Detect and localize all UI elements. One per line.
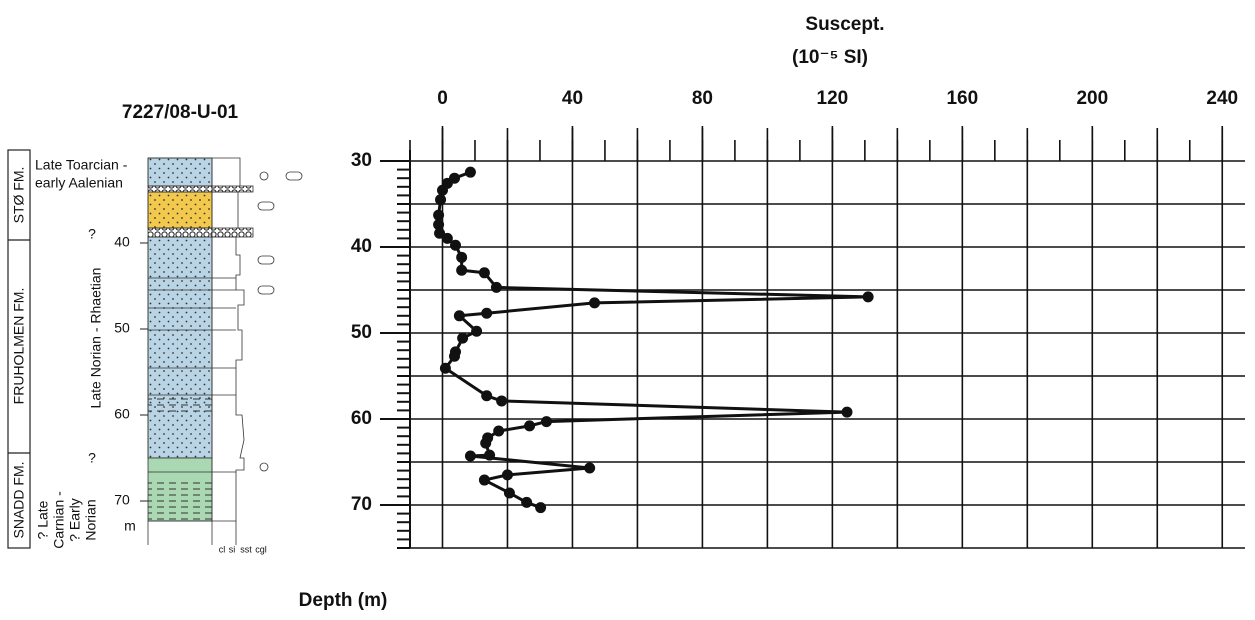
data-point [439,362,451,374]
x-tick-label: 240 [1206,88,1238,109]
data-point [433,209,445,221]
query: ? [88,450,96,466]
data-point [435,194,447,206]
formation-label: STØ FM. [11,167,27,224]
age-label: Late Toarcian - [35,157,128,173]
data-point [496,395,508,407]
x-tick-label: 160 [946,88,978,109]
log-depth-label: 60 [114,406,130,422]
data-point [478,267,490,279]
data-point [535,502,547,514]
data-point [436,184,448,196]
grain-size: cl [219,544,226,554]
data-point [481,390,493,402]
y-tick-label: 40 [351,236,372,257]
y-tick-label: 30 [351,150,372,171]
x-tick-label: 0 [437,88,448,109]
chart-subtitle: (10⁻⁵ SI) [792,47,868,68]
log-title: 7227/08-U-01 [122,102,239,123]
age-label: Late Norian - Rhaetian [88,268,104,409]
query: ? [88,226,96,242]
y-tick-label: 60 [351,408,372,429]
data-point [521,496,533,508]
x-tick-label: 40 [562,88,583,109]
grain-size: sst [240,544,252,554]
data-point [456,264,468,276]
depth-unit: m [124,518,136,534]
data-point [841,406,853,418]
grain-size: cgl [255,544,267,554]
data-point [478,474,490,486]
data-point [433,219,445,231]
data-point [524,420,536,432]
x-tick-label: 120 [817,88,849,109]
data-point [471,325,483,337]
age-label: early Aalenian [35,175,123,191]
y-tick-label: 50 [351,322,372,343]
y-tick-label: 70 [351,494,372,515]
data-point [453,310,465,322]
data-point [540,416,552,428]
formation-label: FRUHOLMEN FM. [11,288,27,405]
chart-title: Suscept. [805,14,884,35]
data-point [480,437,492,449]
y-axis-label: Depth (m) [299,590,388,611]
data-point [457,332,469,344]
data-point [464,166,476,178]
age-label: ? Late [35,500,51,539]
data-point [490,281,502,293]
data-point [456,251,468,263]
log-depth-label: 50 [114,320,130,336]
grain-size: si [229,544,236,554]
age-label: Norian [83,499,99,540]
log-depth-label: 70 [114,492,130,508]
data-point [503,487,515,499]
data-point [584,462,596,474]
data-point [484,449,496,461]
lithology-log [147,157,303,545]
data-line [437,170,870,509]
x-tick-label: 80 [692,88,713,109]
x-tick-label: 200 [1076,88,1108,109]
data-point [441,232,453,244]
data-point [862,291,874,303]
log-depth-label: 40 [114,234,130,250]
age-label: ? Early [67,498,83,542]
formation-label: SNADD FM. [11,462,27,539]
data-point [464,450,476,462]
data-point [589,297,601,309]
data-point [449,350,461,362]
data-point [493,425,505,437]
data-point [481,307,493,319]
data-point [449,239,461,251]
age-label: Carnian - [51,491,67,549]
data-point [501,469,513,481]
data-point [434,227,446,239]
formation-column [7,149,31,549]
